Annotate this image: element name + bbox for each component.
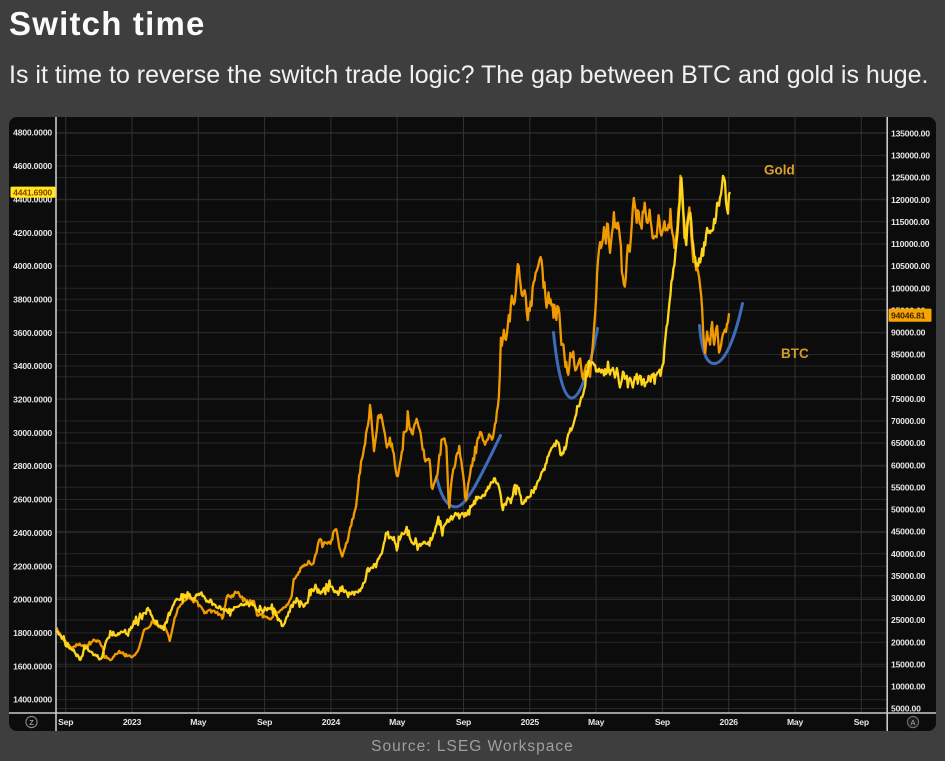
svg-text:100000.00: 100000.00 <box>891 283 930 293</box>
svg-text:4600.0000: 4600.0000 <box>13 161 52 171</box>
svg-text:1400.0000: 1400.0000 <box>13 695 52 705</box>
svg-text:115000.00: 115000.00 <box>891 217 930 227</box>
svg-text:94046.81: 94046.81 <box>891 311 926 321</box>
svg-text:Sep: Sep <box>58 717 73 727</box>
svg-text:Z: Z <box>29 718 34 727</box>
svg-text:2026: 2026 <box>720 717 739 727</box>
svg-text:105000.00: 105000.00 <box>891 261 930 271</box>
svg-text:1800.0000: 1800.0000 <box>13 628 52 638</box>
svg-text:2600.0000: 2600.0000 <box>13 495 52 505</box>
svg-text:BTC: BTC <box>781 346 809 361</box>
svg-text:2023: 2023 <box>123 717 142 727</box>
svg-text:4800.0000: 4800.0000 <box>13 128 52 138</box>
svg-text:3400.0000: 3400.0000 <box>13 361 52 371</box>
svg-text:25000.00: 25000.00 <box>891 615 926 625</box>
svg-text:May: May <box>787 717 804 727</box>
svg-text:45000.00: 45000.00 <box>891 527 926 537</box>
svg-text:1600.0000: 1600.0000 <box>13 661 52 671</box>
svg-text:120000.00: 120000.00 <box>891 195 930 205</box>
svg-text:4000.0000: 4000.0000 <box>13 261 52 271</box>
svg-text:2400.0000: 2400.0000 <box>13 528 52 538</box>
svg-text:65000.00: 65000.00 <box>891 438 926 448</box>
svg-text:135000.00: 135000.00 <box>891 128 930 138</box>
svg-text:2800.0000: 2800.0000 <box>13 461 52 471</box>
svg-text:4200.0000: 4200.0000 <box>13 228 52 238</box>
svg-text:20000.00: 20000.00 <box>891 637 926 647</box>
svg-text:4400.0000: 4400.0000 <box>13 194 52 204</box>
svg-text:4441.6900: 4441.6900 <box>13 187 52 197</box>
svg-text:5000.00: 5000.00 <box>891 704 921 714</box>
svg-text:85000.00: 85000.00 <box>891 350 926 360</box>
svg-text:2025: 2025 <box>521 717 540 727</box>
svg-text:125000.00: 125000.00 <box>891 173 930 183</box>
svg-text:90000.00: 90000.00 <box>891 328 926 338</box>
svg-text:2024: 2024 <box>322 717 341 727</box>
svg-text:15000.00: 15000.00 <box>891 659 926 669</box>
svg-text:Sep: Sep <box>257 717 272 727</box>
svg-text:75000.00: 75000.00 <box>891 394 926 404</box>
svg-text:3000.0000: 3000.0000 <box>13 428 52 438</box>
svg-text:3600.0000: 3600.0000 <box>13 328 52 338</box>
svg-text:70000.00: 70000.00 <box>891 416 926 426</box>
svg-text:May: May <box>588 717 605 727</box>
svg-text:3200.0000: 3200.0000 <box>13 395 52 405</box>
svg-text:60000.00: 60000.00 <box>891 460 926 470</box>
svg-text:May: May <box>190 717 207 727</box>
svg-text:40000.00: 40000.00 <box>891 549 926 559</box>
svg-text:3800.0000: 3800.0000 <box>13 294 52 304</box>
svg-text:Gold: Gold <box>764 163 795 178</box>
svg-text:A: A <box>910 718 916 727</box>
svg-text:Sep: Sep <box>456 717 471 727</box>
svg-text:35000.00: 35000.00 <box>891 571 926 581</box>
svg-text:May: May <box>389 717 406 727</box>
svg-text:30000.00: 30000.00 <box>891 593 926 603</box>
svg-text:80000.00: 80000.00 <box>891 372 926 382</box>
svg-text:10000.00: 10000.00 <box>891 682 926 692</box>
svg-text:55000.00: 55000.00 <box>891 482 926 492</box>
svg-text:Sep: Sep <box>854 717 869 727</box>
svg-text:130000.00: 130000.00 <box>891 151 930 161</box>
svg-text:110000.00: 110000.00 <box>891 239 930 249</box>
svg-text:50000.00: 50000.00 <box>891 505 926 515</box>
svg-text:2200.0000: 2200.0000 <box>13 561 52 571</box>
svg-text:Sep: Sep <box>655 717 670 727</box>
svg-text:2000.0000: 2000.0000 <box>13 595 52 605</box>
